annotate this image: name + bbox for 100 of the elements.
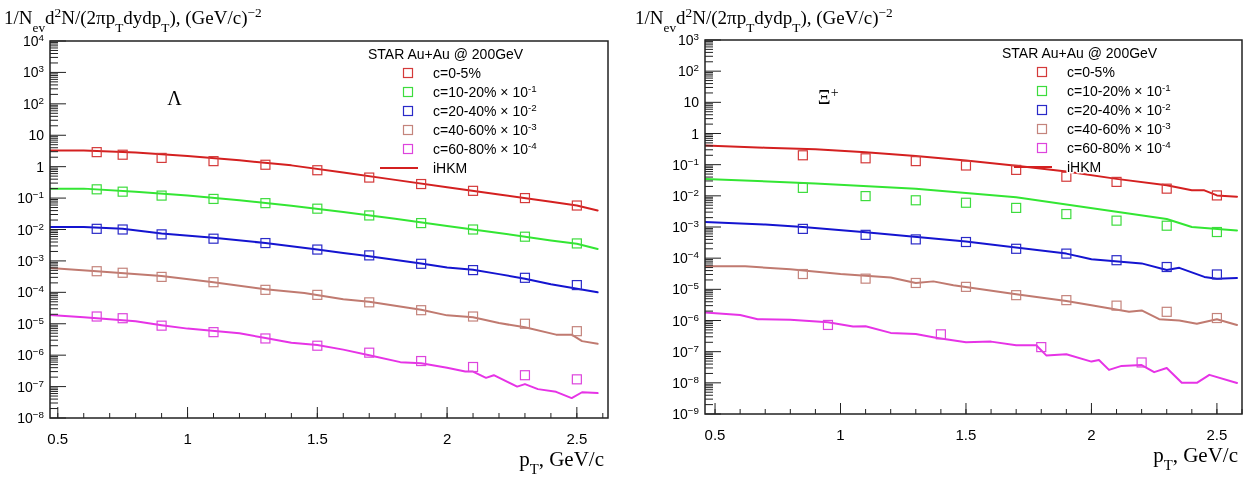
y-tick-label: 10$^{−8}$ <box>672 373 700 391</box>
point <box>312 203 323 214</box>
point <box>260 198 271 209</box>
point <box>519 370 531 381</box>
point <box>1011 202 1022 213</box>
point <box>1011 290 1022 301</box>
line-series <box>705 311 1238 384</box>
point <box>208 277 219 288</box>
point <box>910 156 921 167</box>
y-tick-label: 10$^{2}$ <box>677 61 699 80</box>
y-tick-label: 1 <box>36 158 45 175</box>
point <box>364 297 375 308</box>
point <box>1011 164 1022 175</box>
point <box>117 149 128 160</box>
line-series <box>705 265 1238 326</box>
point <box>1111 176 1122 187</box>
point <box>571 374 582 385</box>
y-tick-label: 10$^{−3}$ <box>672 217 700 235</box>
point <box>156 229 167 240</box>
point <box>1161 306 1172 317</box>
point <box>1036 342 1047 353</box>
annotation: Λ <box>167 87 183 110</box>
point <box>519 318 531 329</box>
point <box>91 266 102 277</box>
y-tick-label: 10 <box>28 127 45 144</box>
point <box>1111 300 1122 311</box>
legend-label: c=40-60% × 10$^{-3}$ <box>433 120 538 138</box>
point <box>571 326 582 337</box>
point <box>910 195 921 206</box>
point <box>312 289 323 300</box>
legend-title: STAR Au+Au @ 200GeV <box>1002 45 1158 61</box>
point <box>156 320 167 331</box>
point <box>117 186 128 197</box>
x-tick-label: 1 <box>836 426 845 443</box>
legend-label: c=40-60% × 10$^{-3}$ <box>1067 119 1172 137</box>
x-tick-label: 0.5 <box>704 426 726 443</box>
point <box>416 258 427 269</box>
point <box>860 229 871 240</box>
point <box>260 333 271 344</box>
point <box>571 279 582 291</box>
x-tick-label: 2.5 <box>1206 426 1228 443</box>
point <box>935 329 946 340</box>
x-tick-label: 1.5 <box>306 430 328 447</box>
point <box>571 238 582 249</box>
y-tick-label: 10$^{−6}$ <box>17 345 45 364</box>
point <box>156 152 167 164</box>
point <box>910 234 921 245</box>
point <box>519 272 531 283</box>
point <box>117 313 128 324</box>
point <box>1211 190 1223 201</box>
point <box>910 277 921 289</box>
point <box>1061 171 1072 182</box>
point <box>960 160 972 171</box>
line-series <box>705 220 1238 280</box>
point <box>364 250 375 261</box>
y-tick-label: 10$^{−1}$ <box>672 155 699 173</box>
legend-label: c=0-5% <box>1067 64 1115 80</box>
point <box>416 355 427 367</box>
point <box>960 281 972 292</box>
point <box>260 284 271 295</box>
y-tick-label: 10$^{3}$ <box>22 62 45 81</box>
x-tick-label: 1 <box>183 430 192 447</box>
y-tick-label: 10$^{−5}$ <box>17 314 45 332</box>
point <box>467 311 479 322</box>
x-axis-title: p$_{T}$, GeV/c <box>519 447 604 477</box>
line-series <box>50 226 599 294</box>
point <box>416 178 427 190</box>
point <box>1161 261 1172 273</box>
legend-label: iHKM <box>1067 159 1102 175</box>
x-tick-label: 1.5 <box>955 426 977 443</box>
point <box>208 233 219 244</box>
point <box>156 271 167 282</box>
point <box>467 361 479 373</box>
y-tick-label: 10$^{2}$ <box>22 94 44 112</box>
legend-label: c=10-20% × 10$^{-1}$ <box>1067 81 1171 99</box>
y-tick-label: 10$^{−7}$ <box>672 342 699 360</box>
point <box>208 327 219 338</box>
point <box>1136 357 1147 368</box>
y-tick-label: 10$^{−6}$ <box>672 311 700 329</box>
point <box>91 311 102 322</box>
point <box>208 193 219 205</box>
point <box>1161 220 1172 231</box>
point <box>960 236 972 248</box>
point <box>260 237 271 249</box>
point <box>312 165 323 176</box>
y-tick-label: 10$^{−3}$ <box>17 251 45 269</box>
point <box>1211 312 1223 324</box>
point <box>1161 183 1172 194</box>
point <box>364 210 375 221</box>
point <box>860 191 871 202</box>
point <box>364 172 375 183</box>
x-tick-label: 2.5 <box>566 430 588 447</box>
point <box>822 319 834 331</box>
x-tick-label: 0.5 <box>47 430 69 447</box>
y-tick-label: 10$^{−8}$ <box>17 408 45 426</box>
point <box>797 182 808 193</box>
point <box>364 347 375 358</box>
point <box>1211 226 1223 238</box>
point <box>1061 248 1072 259</box>
point <box>467 224 479 235</box>
